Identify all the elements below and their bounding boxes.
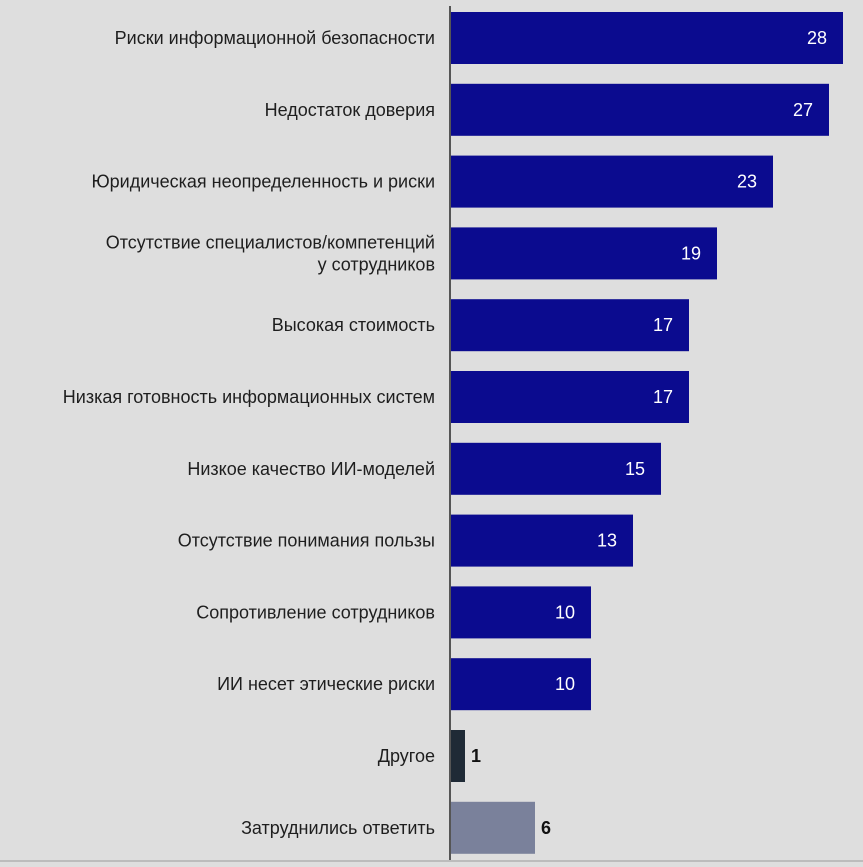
value-label-2: 27 <box>793 100 813 120</box>
bars-group <box>451 12 843 854</box>
category-label-11: Другое <box>378 746 435 766</box>
bar-6 <box>451 371 689 423</box>
value-label-1: 28 <box>807 28 827 48</box>
category-label-2: Недостаток доверия <box>265 100 435 120</box>
category-label-1: Риски информационной безопасности <box>115 28 435 48</box>
bar-4 <box>451 227 717 280</box>
category-label-10: ИИ несет этические риски <box>217 674 435 694</box>
value-label-3: 23 <box>737 172 757 192</box>
value-label-7: 15 <box>625 459 645 479</box>
bar-11 <box>451 730 465 782</box>
bar-1 <box>451 12 843 64</box>
bar-8 <box>451 514 633 567</box>
value-label-5: 17 <box>653 315 673 335</box>
value-label-9: 10 <box>555 602 575 622</box>
category-label-5: Высокая стоимость <box>272 315 435 335</box>
category-label-4: Отсутствие специалистов/компетенций у сот… <box>106 232 435 274</box>
value-label-6: 17 <box>653 387 673 407</box>
value-labels-group: 28 27 23 19 17 17 15 13 10 10 1 6 <box>471 28 827 838</box>
category-label-12: Затруднились ответить <box>241 818 435 838</box>
category-label-7: Низкое качество ИИ-моделей <box>187 459 435 479</box>
bar-2 <box>451 83 829 136</box>
category-label-6: Низкая готовность информационных систем <box>63 387 435 407</box>
category-label-8: Отсутствие понимания пользы <box>178 531 435 551</box>
value-label-8: 13 <box>597 531 617 551</box>
value-label-12: 6 <box>541 818 551 838</box>
category-label-3: Юридическая неопределенность и риски <box>91 172 435 192</box>
value-label-11: 1 <box>471 746 481 766</box>
bar-7 <box>451 442 661 495</box>
bar-5 <box>451 299 689 352</box>
value-label-10: 10 <box>555 674 575 694</box>
bar-10 <box>451 658 591 711</box>
bar-9 <box>451 586 591 639</box>
category-labels-group: Риски информационной безопасности Недоста… <box>63 28 435 838</box>
bar-12 <box>451 801 535 854</box>
value-label-4: 19 <box>681 243 701 263</box>
bar-3 <box>451 155 773 208</box>
category-label-9: Сопротивление сотрудников <box>196 602 435 622</box>
